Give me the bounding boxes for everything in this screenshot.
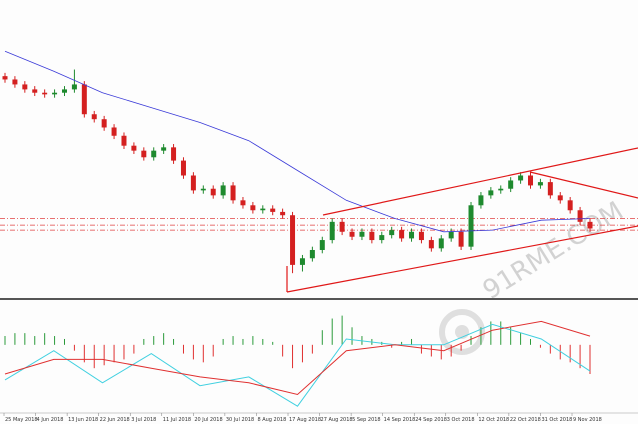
candle-body xyxy=(190,175,196,191)
candle-body xyxy=(220,185,226,196)
candle-body xyxy=(369,231,375,241)
candle-body xyxy=(101,119,107,128)
indicator-line xyxy=(4,320,591,396)
x-tick-label: 14 Sep 2018 xyxy=(384,417,416,423)
indicator-line xyxy=(4,323,591,407)
candle-body xyxy=(329,221,335,241)
x-tick-label: 31 Oct 2018 xyxy=(541,417,572,423)
candle-body xyxy=(319,240,325,250)
candle-body xyxy=(537,182,543,186)
price-panel xyxy=(0,50,638,274)
candle-body xyxy=(270,208,276,212)
candle-body xyxy=(141,150,147,158)
candle-body xyxy=(131,145,137,151)
x-tick-label: 27 Aug 2018 xyxy=(321,417,353,423)
macd-panel xyxy=(4,315,591,407)
x-tick-label: 11 Jul 2018 xyxy=(163,417,191,423)
candle-body xyxy=(200,188,206,191)
candle-body xyxy=(359,231,365,237)
candle-body xyxy=(399,230,405,239)
candle-body xyxy=(61,89,67,93)
candle-body xyxy=(339,221,345,232)
x-tick-label: 3 Oct 2018 xyxy=(447,417,475,423)
candle-body xyxy=(111,127,117,136)
candle-body xyxy=(567,200,573,211)
candle-body xyxy=(498,188,504,191)
x-tick-label: 22 Oct 2018 xyxy=(510,417,541,423)
candle-body xyxy=(171,147,177,161)
candle-body xyxy=(547,182,553,196)
x-tick-label: 8 Aug 2018 xyxy=(257,417,286,423)
candle-body xyxy=(418,231,424,241)
candle-body xyxy=(2,76,8,80)
x-tick-label: 24 Sep 2018 xyxy=(415,417,447,423)
x-tick-label: 22 Jun 2018 xyxy=(100,417,130,423)
candle-body xyxy=(438,238,444,249)
x-tick-label: 30 Jul 2018 xyxy=(226,417,254,423)
x-tick-label: 17 Aug 2018 xyxy=(289,417,321,423)
candle-body xyxy=(349,231,355,237)
candle-body xyxy=(121,135,127,146)
candle-body xyxy=(22,84,28,90)
x-tick-label: 3 Jul 2018 xyxy=(131,417,156,423)
candle-body xyxy=(299,258,305,265)
x-tick-label: 5 Sep 2018 xyxy=(352,417,381,423)
candle-body xyxy=(250,205,256,211)
candle-body xyxy=(428,240,434,249)
candle-body xyxy=(488,190,494,196)
candle-body xyxy=(210,188,216,196)
candle-body xyxy=(557,195,563,201)
candle-body xyxy=(52,92,58,95)
candle-body xyxy=(577,210,583,222)
candle-body xyxy=(448,231,454,239)
descending-line xyxy=(529,171,638,199)
candle-body xyxy=(230,185,236,201)
candle-body xyxy=(12,79,18,85)
x-tick-label: 4 Jun 2018 xyxy=(37,417,64,423)
candle-body xyxy=(91,114,97,120)
trend-lines xyxy=(286,147,638,293)
candle-body xyxy=(42,92,48,95)
candle-body xyxy=(379,235,385,241)
candle-body xyxy=(389,230,395,236)
candle-body xyxy=(468,205,474,247)
candle-body xyxy=(528,175,534,186)
candle-body xyxy=(260,208,266,211)
candle-body xyxy=(81,84,87,115)
candle-body xyxy=(587,221,593,229)
x-tick-label: 13 Jun 2018 xyxy=(68,417,98,423)
candle-body xyxy=(309,249,315,259)
x-tick-label: 25 May 2018 xyxy=(5,417,38,423)
x-tick-label: 9 Nov 2018 xyxy=(573,417,602,423)
moving-average xyxy=(4,50,591,233)
x-tick-label: 12 Oct 2018 xyxy=(478,417,509,423)
candle-body xyxy=(290,215,296,265)
candle-body xyxy=(32,89,38,93)
channel-upper xyxy=(322,147,638,216)
candle-body xyxy=(151,150,157,158)
candle-body xyxy=(518,175,524,181)
candle-body xyxy=(161,147,167,151)
candle-body xyxy=(71,84,77,90)
candle-body xyxy=(458,231,464,247)
candle-body xyxy=(478,195,484,206)
candle-body xyxy=(409,231,415,239)
logo-ring xyxy=(439,309,485,355)
candle-body xyxy=(180,160,186,176)
x-tick-label: 20 Jul 2018 xyxy=(194,417,222,423)
candle-body xyxy=(240,200,246,206)
candle-body xyxy=(280,211,286,216)
candle-body xyxy=(508,180,514,189)
channel-lower xyxy=(286,225,638,293)
